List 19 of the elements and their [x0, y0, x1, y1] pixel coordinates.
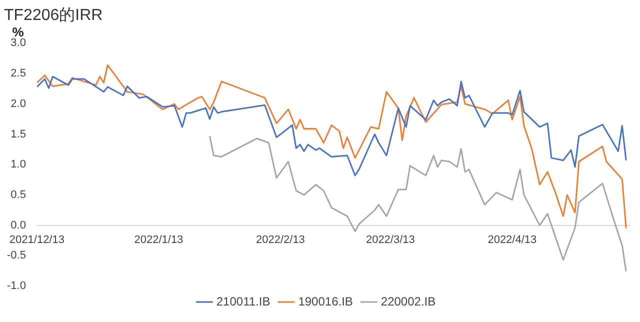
x-tick-label: 2022/1/13	[134, 234, 184, 246]
y-tick-label: -1.0	[6, 280, 26, 292]
legend-label: 210011.IB	[216, 294, 270, 308]
legend-label: 190016.IB	[298, 294, 353, 308]
y-tick-label: 1.0	[10, 158, 26, 171]
x-tick-label: 2022/3/13	[366, 234, 415, 246]
x-tick-label: 2022/2/13	[256, 234, 305, 246]
chart-title: TF2206的IRR	[4, 7, 103, 24]
y-tick-label: 3.0	[10, 37, 26, 50]
y-tick-label: 2.0	[10, 98, 26, 110]
legend-label: 220002.IB	[380, 294, 436, 308]
x-tick-label: 2021/12/13	[9, 234, 64, 246]
y-tick-label: -0.5	[6, 250, 26, 262]
y-tick-label: 1.5	[10, 128, 26, 140]
y-tick-label: 2.5	[10, 68, 26, 80]
y-tick-label: 0.5	[10, 188, 26, 201]
y-axis-title: %	[12, 24, 24, 40]
x-tick-label: 2022/4/13	[488, 234, 537, 246]
y-tick-label: 0.0	[10, 219, 26, 232]
